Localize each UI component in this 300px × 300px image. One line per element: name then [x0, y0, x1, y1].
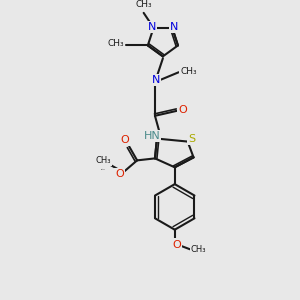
Text: N: N: [152, 75, 160, 85]
Text: S: S: [188, 134, 195, 144]
Text: O: O: [178, 105, 187, 115]
Text: N: N: [170, 22, 178, 32]
Text: O: O: [115, 169, 124, 179]
Text: methyl: methyl: [101, 169, 106, 170]
Text: CH₃: CH₃: [108, 39, 124, 48]
Text: CH₃: CH₃: [180, 67, 197, 76]
Text: O: O: [120, 135, 129, 145]
Text: CH₃: CH₃: [191, 245, 206, 254]
Text: N: N: [147, 22, 156, 32]
Text: CH₃: CH₃: [96, 156, 111, 165]
Text: O: O: [172, 239, 181, 250]
Text: HN: HN: [144, 130, 160, 141]
Text: CH₃: CH₃: [135, 1, 152, 10]
